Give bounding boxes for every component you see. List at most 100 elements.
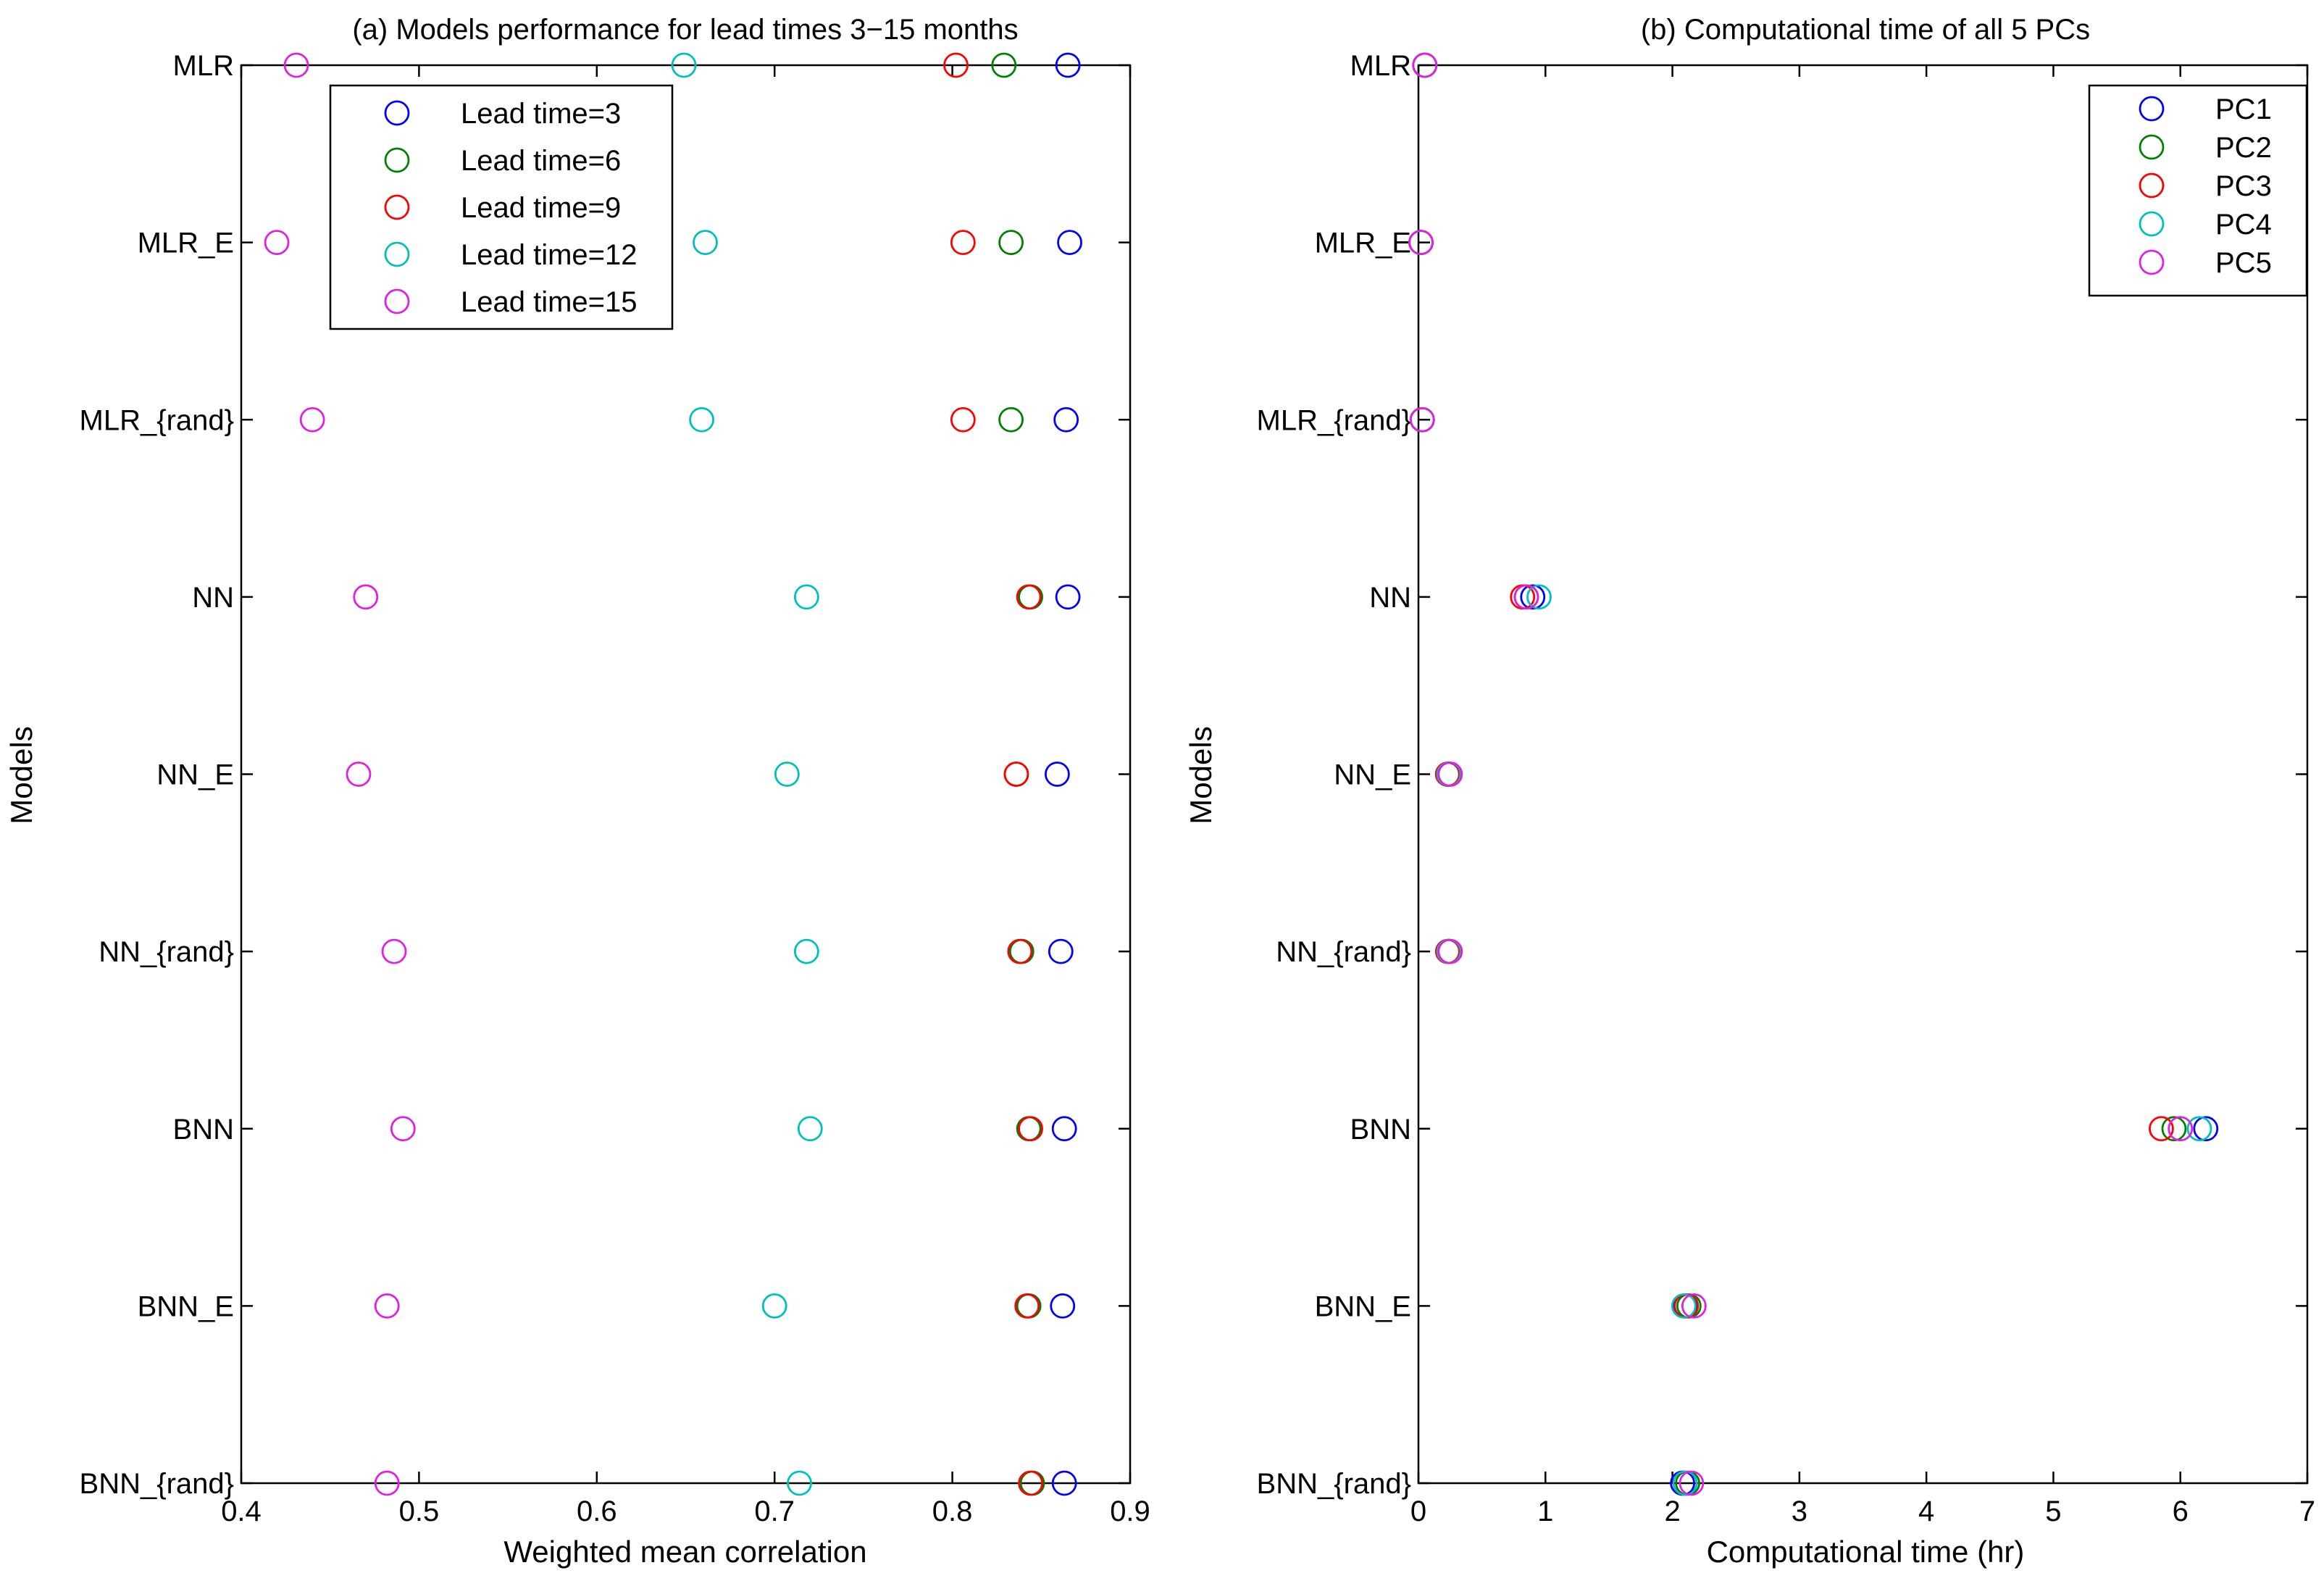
panel-b-xtick-label: 7 [2299, 1496, 2315, 1527]
panel-b-point-pc5-bnn [2168, 1116, 2194, 1142]
panel-a-xtick-label: 0.7 [754, 1496, 795, 1527]
panel-a-point-lead-time-12-mlr [671, 52, 697, 78]
panel-a-point-lead-time-9-bnn-e [1014, 1293, 1040, 1319]
panel-a-point-lead-time-15-mlr [283, 52, 309, 78]
panel-a-point-lead-time-15-bnn-rand [374, 1470, 400, 1496]
panel-a-legend-marker-lead-time-12 [384, 241, 410, 267]
panel-b-point-pc5-nn-rand [1437, 938, 1463, 964]
panel-a-category-label-mlr-rand: MLR_{rand} [80, 404, 234, 436]
panel-b-legend-box [2088, 84, 2308, 297]
panel-b-legend-marker-pc4 [2139, 211, 2165, 237]
panel-b-xtick-label: 6 [2173, 1496, 2189, 1527]
panel-a-correlation: (a) Models performance for lead times 3−… [4, 14, 1150, 1569]
panel-b-xtick-label: 2 [1664, 1496, 1680, 1527]
panel-a-point-lead-time-15-mlr-e [264, 230, 290, 256]
panel-a-point-lead-time-12-nn [793, 584, 819, 610]
panel-a-point-lead-time-15-bnn [390, 1116, 416, 1142]
panel-b-point-pc5-mlr-rand [1409, 406, 1435, 433]
panel-b-xtick-label: 4 [1918, 1496, 1934, 1527]
panel-a-point-lead-time-3-nn [1055, 584, 1081, 610]
panel-a-category-label-bnn-e: BNN_E [138, 1290, 234, 1322]
panel-a-xtick-label: 0.4 [221, 1496, 262, 1527]
panel-a-xtick-label: 0.6 [577, 1496, 617, 1527]
panel-a-point-lead-time-3-bnn-e [1050, 1293, 1076, 1319]
panel-a-point-lead-time-9-mlr [943, 52, 969, 78]
panel-b-point-pc5-bnn-rand [1679, 1470, 1705, 1496]
panel-a-point-lead-time-15-nn [353, 584, 379, 610]
panel-b-legend-marker-pc2 [2139, 134, 2165, 160]
panel-b-point-pc4-bnn [2186, 1116, 2212, 1142]
panel-a-point-lead-time-9-nn-rand [1007, 938, 1033, 964]
panel-b-legend-marker-pc5 [2139, 249, 2165, 275]
panel-b-category-label-nn: NN [1369, 582, 1411, 614]
panel-b-category-label-bnn: BNN [1350, 1114, 1411, 1146]
panel-b-ylabel: Models [1184, 726, 1218, 824]
panel-b-plot-area: 0 1 2 3 4 5 6 7 MLR MLR_E MLR_{rand} NN NN_E NN_{rand… [1257, 50, 2316, 1527]
panel-b-category-label-bnn-e: BNN_E [1315, 1290, 1411, 1322]
panel-a-point-lead-time-3-bnn [1051, 1116, 1077, 1142]
panel-a-category-label-mlr: MLR [173, 50, 234, 82]
panel-a-legend-marker-lead-time-9 [384, 194, 410, 220]
panel-a-category-label-nn-rand: NN_{rand} [99, 936, 234, 968]
panel-b-category-label-nn-e: NN_E [1334, 759, 1411, 791]
panel-a-point-lead-time-3-nn-e [1044, 762, 1070, 787]
panel-a-point-lead-time-12-mlr-e [693, 230, 718, 256]
panel-a-point-lead-time-3-mlr-rand [1053, 406, 1079, 433]
panel-a-point-lead-time-9-nn-e [1003, 762, 1029, 787]
panel-a-point-lead-time-12-nn-rand [793, 938, 819, 964]
panel-b-xtick-label: 0 [1410, 1496, 1426, 1527]
panel-b-legend-label-pc2: PC2 [2215, 132, 2272, 164]
panel-a-ylabel: Models [4, 726, 38, 824]
panel-a-point-lead-time-15-mlr-rand [299, 406, 325, 433]
panel-a-point-lead-time-3-mlr-e [1057, 230, 1082, 256]
panel-a-xtick-label: 0.9 [1110, 1496, 1150, 1527]
panel-a-legend-label-lead-time-3: Lead time=3 [461, 98, 621, 130]
panel-b-computational-time: (b) Computational time of all 5 PCs Comp… [1184, 14, 2315, 1569]
panel-a-point-lead-time-12-bnn-e [761, 1293, 787, 1319]
panel-b-legend-label-pc1: PC1 [2215, 93, 2272, 125]
panel-b-category-label-bnn-rand: BNN_{rand} [1257, 1468, 1411, 1500]
panel-b-point-pc1-bnn [2193, 1116, 2219, 1142]
panel-a-point-lead-time-6-mlr-rand [998, 406, 1024, 433]
panel-a-point-lead-time-9-mlr-rand [950, 406, 976, 433]
panel-a-point-lead-time-9-bnn-rand [1018, 1470, 1043, 1496]
panel-a-legend-label-lead-time-9: Lead time=9 [461, 192, 621, 224]
panel-b-title: (b) Computational time of all 5 PCs [1641, 14, 2090, 46]
panel-b-category-label-nn-rand: NN_{rand} [1276, 936, 1411, 968]
panel-b-point-pc4-bnn-rand [1672, 1470, 1698, 1496]
panel-b-point-pc5-mlr-e [1408, 230, 1434, 256]
panel-a-point-lead-time-3-nn-rand [1048, 938, 1074, 964]
panel-b-point-pc5-nn-e [1437, 762, 1463, 787]
panel-a-point-lead-time-12-nn-e [774, 762, 800, 787]
panel-b-xtick-label: 3 [1792, 1496, 1807, 1527]
panel-a-category-label-mlr-e: MLR_E [138, 228, 234, 259]
panel-b-category-label-mlr-e: MLR_E [1315, 228, 1411, 259]
panel-b-xlabel: Computational time (hr) [1707, 1535, 2025, 1569]
panel-b-point-pc3-bnn [2149, 1116, 2174, 1142]
panel-a-xlabel: Weighted mean correlation [503, 1535, 866, 1569]
panel-a-point-lead-time-15-nn-e [346, 762, 372, 787]
panel-a-point-lead-time-9-bnn [1018, 1116, 1043, 1142]
panel-b-category-label-mlr: MLR [1350, 50, 1411, 82]
panel-a-point-lead-time-15-nn-rand [381, 938, 407, 964]
panel-a-point-lead-time-3-bnn-rand [1051, 1470, 1077, 1496]
panel-b-point-pc5-nn [1513, 584, 1539, 610]
panel-a-category-label-nn: NN [192, 582, 234, 614]
panel-a-point-lead-time-9-nn [1016, 584, 1042, 610]
panel-a-title: (a) Models performance for lead times 3−… [352, 14, 1018, 46]
panel-b-point-pc5-bnn-e [1681, 1293, 1707, 1319]
panel-a-legend-box [329, 84, 674, 330]
panel-a-point-lead-time-12-bnn [797, 1116, 823, 1142]
panel-a-point-lead-time-12-mlr-rand [689, 406, 714, 433]
panel-b-legend-label-pc5: PC5 [2215, 247, 2272, 279]
panel-b-point-pc4-nn [1526, 584, 1552, 610]
panel-a-xtick-label: 0.5 [399, 1496, 440, 1527]
panel-b-legend-label-pc3: PC3 [2215, 170, 2272, 202]
panel-a-legend-label-lead-time-12: Lead time=12 [461, 239, 638, 271]
panel-a-legend-label-lead-time-15: Lead time=15 [461, 286, 638, 318]
panel-b-point-pc4-bnn-e [1671, 1293, 1697, 1319]
panel-b-point-pc5-mlr [1412, 52, 1438, 78]
panel-b-legend-label-pc4: PC4 [2215, 209, 2272, 241]
panel-a-category-label-bnn: BNN [173, 1114, 234, 1146]
panel-a-point-lead-time-12-bnn-rand [787, 1470, 812, 1496]
